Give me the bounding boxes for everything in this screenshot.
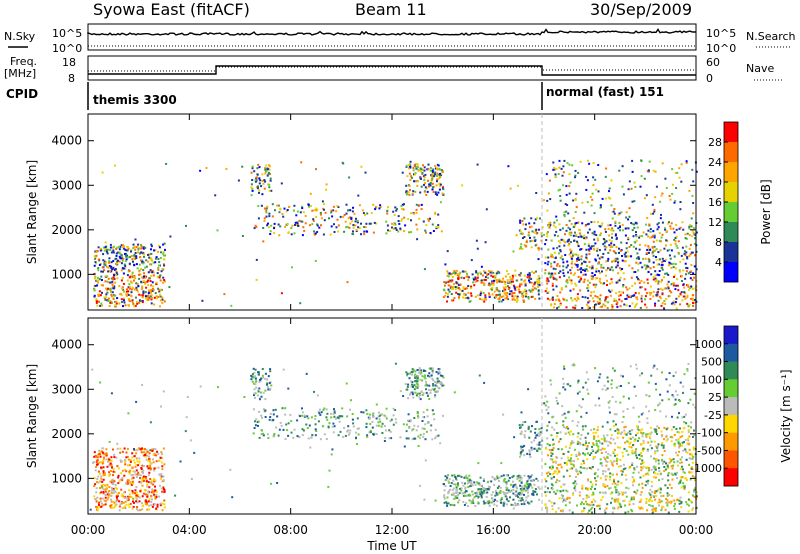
velocity-scatter <box>89 362 698 514</box>
range-tick-label: 2000 <box>51 223 82 237</box>
range-tick-label: 2000 <box>51 427 82 441</box>
nsearch-tick-bottom: 10^0 <box>706 42 736 55</box>
colorbar-swatch <box>724 202 738 223</box>
velocity-ylabel: Slant Range [km] <box>25 364 39 468</box>
nsky-label: N.Sky <box>4 30 36 43</box>
colorbar-swatch <box>724 432 738 451</box>
power-panel: 1000 2000 3000 4000 Slant Range [km] 28 24 20… <box>25 113 773 311</box>
cpid-strip: CPID themis 3300 normal (fast) 151 <box>6 82 664 110</box>
colorbar-swatch <box>724 450 738 469</box>
time-tick-label: 04:00 <box>172 523 207 537</box>
colorbar-tick-label: 25 <box>708 391 722 404</box>
power-colorbar-label: Power [dB] <box>759 179 773 244</box>
nave-trace <box>88 66 696 72</box>
nave-tick-top: 60 <box>706 56 720 69</box>
beam-label: Beam 11 <box>355 0 427 19</box>
colorbar-swatch <box>724 343 738 362</box>
colorbar-swatch <box>724 262 738 283</box>
colorbar-tick-label: -1000 <box>690 462 722 475</box>
freq-strip: Freq. [MHz] 18 8 60 0 Nave <box>4 55 782 85</box>
colorbar-tick-label: -500 <box>697 444 722 457</box>
freq-label-1: Freq. <box>10 55 37 68</box>
figure-title: Syowa East (fitACF) <box>93 0 250 19</box>
nsky-tick-top: 10^5 <box>52 27 82 40</box>
colorbar-swatch <box>724 414 738 433</box>
cpid-label: CPID <box>6 87 38 101</box>
time-axis: 00:00 04:00 08:00 12:00 16:00 20:00 00:00 <box>71 114 714 537</box>
nsearch-tick-top: 10^5 <box>706 27 736 40</box>
nave-tick-bottom: 0 <box>706 72 713 85</box>
power-ylabel: Slant Range [km] <box>25 160 39 264</box>
range-tick-label: 4000 <box>51 338 82 352</box>
colorbar-tick-label: 1000 <box>694 338 722 351</box>
nsky-strip: N.Sky 10^5 10^0 10^5 10^0 N.Search <box>4 23 796 55</box>
cpid-mode-1: themis 3300 <box>93 93 177 107</box>
velocity-panel: 1000 2000 3000 4000 Slant Range [km] 1000 50… <box>25 317 793 515</box>
colorbar-swatch <box>724 326 738 345</box>
colorbar-swatch <box>724 397 738 416</box>
colorbar-tick-label: 100 <box>701 373 722 386</box>
colorbar-tick-label: 16 <box>708 196 722 209</box>
colorbar-swatch <box>724 242 738 263</box>
freq-label-2: [MHz] <box>4 67 36 80</box>
colorbar-tick-label: 500 <box>701 356 722 369</box>
colorbar-swatch <box>724 122 738 143</box>
colorbar-swatch <box>724 379 738 398</box>
range-tick-label: 3000 <box>51 382 82 396</box>
date-label: 30/Sep/2009 <box>590 0 692 19</box>
power-scatter <box>93 159 698 310</box>
colorbar-tick-label: -100 <box>697 427 722 440</box>
time-tick-label: 00:00 <box>679 523 714 537</box>
time-tick-label: 16:00 <box>476 523 511 537</box>
colorbar-swatch <box>724 182 738 203</box>
colorbar-swatch <box>724 142 738 163</box>
freq-tick-bottom: 8 <box>68 72 75 85</box>
time-axis-label: Time UT <box>366 539 417 553</box>
freq-tick-top: 18 <box>62 56 76 69</box>
colorbar-tick-label: -25 <box>704 409 722 422</box>
colorbar-swatch <box>724 222 738 243</box>
colorbar-swatch <box>724 361 738 380</box>
nsky-tick-bottom: 10^0 <box>52 42 82 55</box>
colorbar-tick-label: 20 <box>708 176 722 189</box>
nsearch-label: N.Search <box>746 30 796 43</box>
time-tick-label: 20:00 <box>577 523 612 537</box>
colorbar-swatch <box>724 162 738 183</box>
colorbar-tick-label: 8 <box>715 236 722 249</box>
time-tick-label: 08:00 <box>273 523 308 537</box>
cpid-mode-2: normal (fast) 151 <box>546 85 664 99</box>
colorbar-swatch <box>724 468 738 487</box>
range-tick-label: 3000 <box>51 178 82 192</box>
range-tick-label: 1000 <box>51 471 82 485</box>
colorbar-tick-label: 12 <box>708 216 722 229</box>
velocity-colorbar-label: Velocity [m s⁻¹] <box>779 369 793 462</box>
colorbar-tick-label: 24 <box>708 156 722 169</box>
nave-label: Nave <box>746 62 774 75</box>
range-tick-label: 1000 <box>51 267 82 281</box>
freq-trace <box>88 65 696 76</box>
nsky-trace <box>87 28 697 36</box>
range-tick-label: 4000 <box>51 134 82 148</box>
colorbar-tick-label: 28 <box>708 136 722 149</box>
time-tick-label: 12:00 <box>375 523 410 537</box>
colorbar-tick-label: 4 <box>715 256 722 269</box>
time-tick-label: 00:00 <box>71 523 106 537</box>
